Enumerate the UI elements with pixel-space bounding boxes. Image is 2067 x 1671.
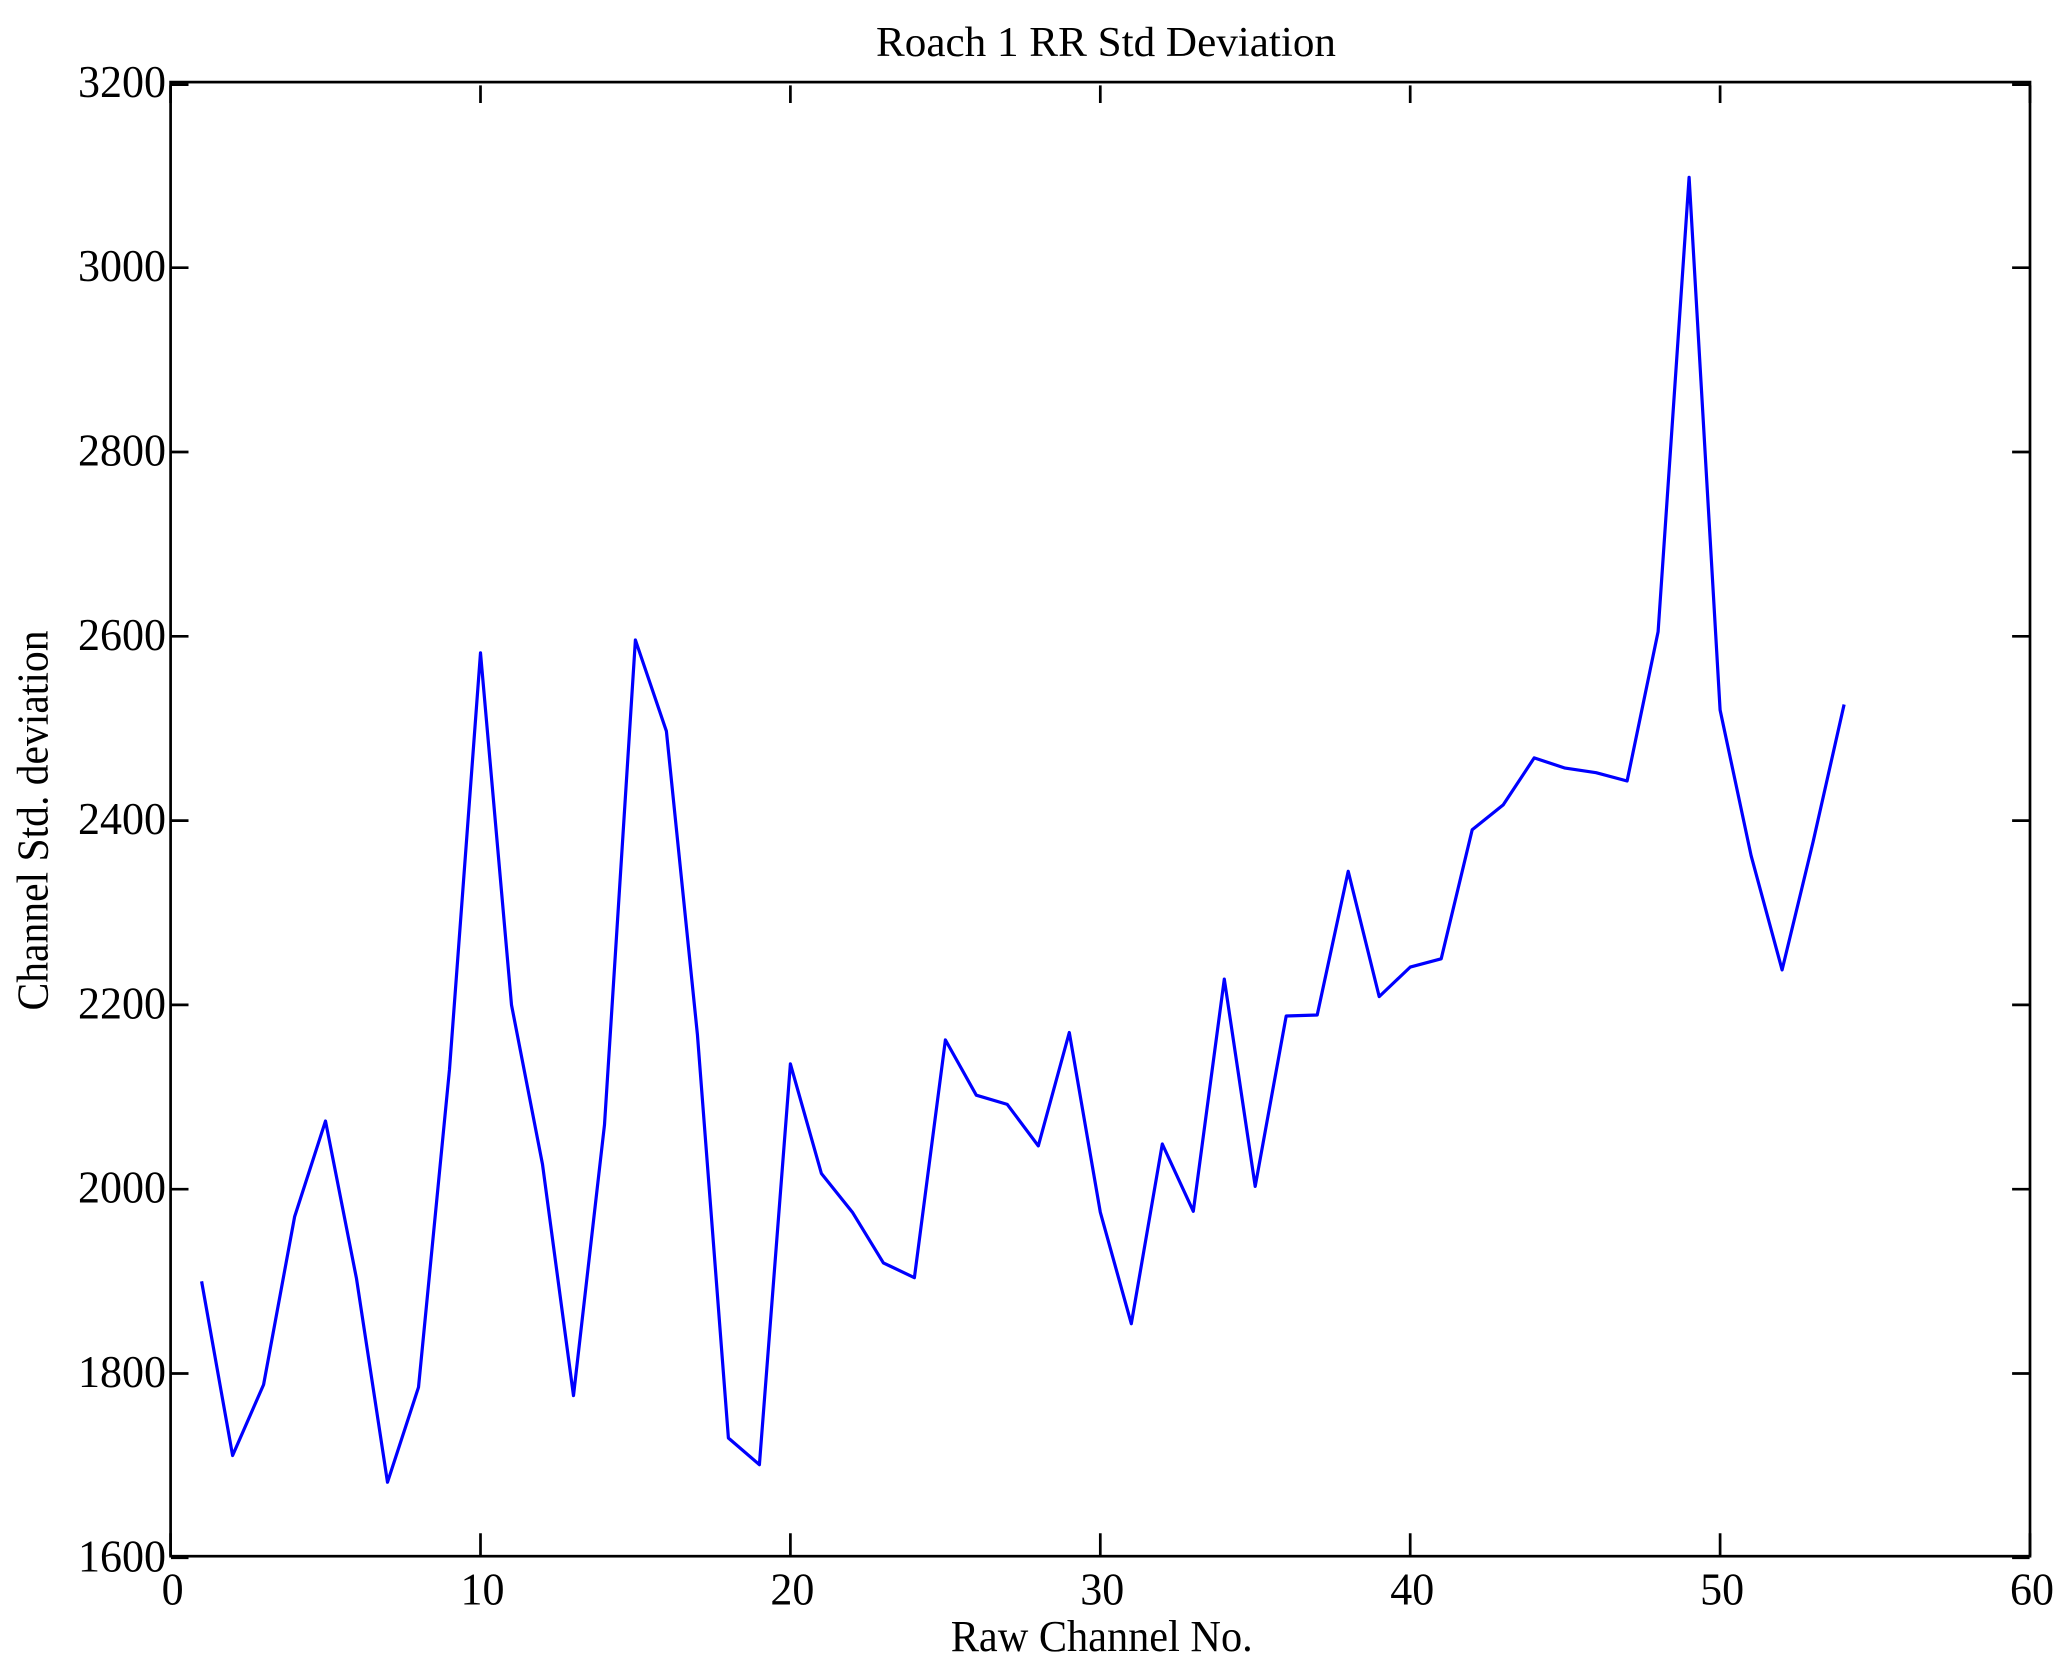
svg-text:Roach 1 RR Std Deviation: Roach 1 RR Std Deviation bbox=[876, 20, 1336, 66]
svg-text:40: 40 bbox=[1390, 1564, 1434, 1615]
svg-text:20: 20 bbox=[770, 1564, 814, 1615]
svg-text:10: 10 bbox=[461, 1564, 505, 1615]
svg-text:50: 50 bbox=[1700, 1564, 1744, 1615]
svg-text:2800: 2800 bbox=[78, 425, 166, 476]
svg-text:3200: 3200 bbox=[78, 56, 166, 107]
svg-text:2600: 2600 bbox=[78, 609, 166, 660]
svg-text:Raw Channel No.: Raw Channel No. bbox=[951, 1612, 1253, 1661]
svg-text:1800: 1800 bbox=[78, 1346, 166, 1397]
svg-text:3000: 3000 bbox=[78, 240, 166, 291]
svg-text:60: 60 bbox=[2010, 1564, 2054, 1615]
svg-text:30: 30 bbox=[1080, 1564, 1124, 1615]
svg-text:1600: 1600 bbox=[78, 1530, 166, 1581]
svg-text:2200: 2200 bbox=[78, 977, 166, 1028]
svg-text:2400: 2400 bbox=[78, 793, 166, 844]
svg-text:Channel Std. deviation: Channel Std. deviation bbox=[9, 631, 58, 1011]
svg-text:2000: 2000 bbox=[78, 1162, 166, 1213]
svg-text:0: 0 bbox=[162, 1564, 184, 1615]
